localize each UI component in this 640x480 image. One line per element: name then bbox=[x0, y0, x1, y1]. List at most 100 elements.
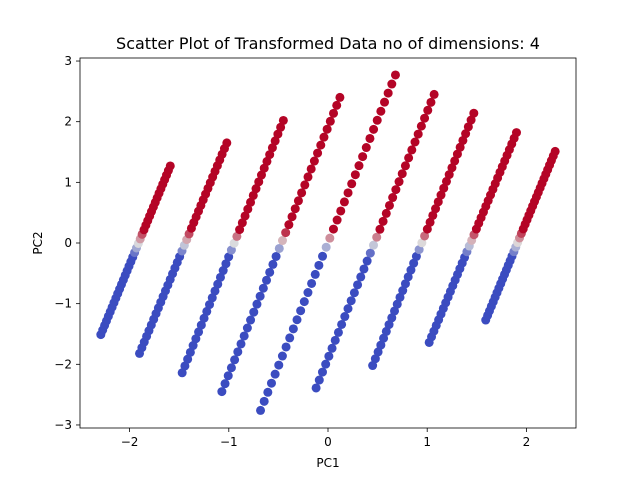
data-point bbox=[229, 238, 239, 248]
data-point bbox=[180, 361, 190, 371]
data-point bbox=[353, 280, 363, 290]
data-point bbox=[330, 335, 340, 345]
data-point bbox=[365, 133, 375, 143]
data-point bbox=[226, 363, 236, 373]
data-point bbox=[329, 108, 339, 118]
y-tick-label: −2 bbox=[54, 357, 72, 371]
data-point bbox=[428, 210, 438, 220]
data-point bbox=[270, 369, 280, 379]
data-point bbox=[256, 170, 266, 180]
data-point bbox=[262, 275, 272, 285]
data-point bbox=[266, 378, 276, 388]
data-point bbox=[226, 245, 236, 255]
data-point bbox=[394, 177, 404, 187]
data-point bbox=[416, 121, 426, 131]
data-point bbox=[194, 327, 204, 337]
data-point bbox=[321, 359, 331, 369]
data-point bbox=[278, 115, 288, 125]
data-point bbox=[379, 333, 389, 343]
data-point bbox=[376, 106, 386, 116]
data-point bbox=[392, 299, 402, 309]
data-point bbox=[271, 251, 281, 261]
data-point bbox=[249, 307, 259, 317]
data-point bbox=[273, 129, 283, 139]
data-point bbox=[177, 368, 187, 378]
data-point bbox=[384, 320, 394, 330]
data-point bbox=[390, 306, 400, 316]
data-point bbox=[447, 163, 457, 173]
data-point bbox=[361, 143, 371, 153]
data-point bbox=[292, 315, 302, 325]
data-point bbox=[455, 142, 465, 152]
data-point bbox=[461, 129, 471, 139]
data-point bbox=[188, 341, 198, 351]
data-point bbox=[407, 145, 417, 155]
data-point bbox=[409, 258, 419, 268]
data-point bbox=[233, 347, 243, 357]
data-point bbox=[243, 204, 253, 214]
data-point bbox=[265, 150, 275, 160]
x-tick-label: 1 bbox=[423, 435, 431, 449]
data-point bbox=[319, 132, 329, 142]
data-point bbox=[373, 347, 383, 357]
data-point bbox=[307, 278, 317, 288]
data-point bbox=[362, 256, 372, 266]
data-point bbox=[297, 188, 307, 198]
data-point bbox=[387, 313, 397, 323]
data-point bbox=[381, 208, 391, 218]
data-point bbox=[425, 217, 435, 227]
data-point bbox=[268, 259, 278, 269]
data-point bbox=[207, 293, 217, 303]
data-point bbox=[349, 288, 359, 298]
x-tick-label: −1 bbox=[220, 435, 238, 449]
y-tick-label: 2 bbox=[64, 115, 72, 129]
data-point bbox=[256, 405, 266, 415]
data-point bbox=[218, 266, 228, 276]
data-point bbox=[340, 312, 350, 322]
data-point bbox=[325, 116, 335, 126]
data-point bbox=[395, 292, 405, 302]
y-axis-ticks: −3 −2 −1 0 1 2 3 bbox=[54, 54, 80, 432]
data-point bbox=[277, 351, 287, 361]
data-point bbox=[215, 272, 225, 282]
data-point bbox=[372, 115, 382, 125]
data-point bbox=[404, 153, 414, 163]
data-point bbox=[185, 347, 195, 357]
data-point bbox=[222, 138, 232, 148]
data-point bbox=[350, 170, 360, 180]
data-point bbox=[324, 351, 334, 361]
data-point bbox=[354, 161, 364, 171]
data-point bbox=[252, 299, 262, 309]
data-points bbox=[96, 70, 560, 415]
data-point bbox=[359, 264, 369, 274]
data-point bbox=[248, 190, 258, 200]
data-point bbox=[511, 128, 521, 138]
data-point bbox=[346, 296, 356, 306]
data-point bbox=[306, 164, 316, 174]
data-point bbox=[281, 342, 291, 352]
data-point bbox=[237, 218, 247, 228]
data-point bbox=[426, 97, 436, 107]
data-point bbox=[299, 297, 309, 307]
data-point bbox=[429, 89, 439, 99]
data-point bbox=[336, 206, 346, 216]
data-point bbox=[285, 333, 295, 343]
data-point bbox=[411, 251, 421, 261]
data-point bbox=[321, 242, 331, 252]
data-point bbox=[337, 319, 347, 329]
data-point bbox=[398, 286, 408, 296]
y-axis-label: PC2 bbox=[31, 231, 45, 254]
data-point bbox=[236, 339, 246, 349]
data-point bbox=[422, 224, 432, 234]
data-point bbox=[441, 176, 451, 186]
data-point bbox=[165, 161, 175, 171]
data-point bbox=[300, 180, 310, 190]
data-point bbox=[384, 200, 394, 210]
data-point bbox=[370, 354, 380, 364]
data-point bbox=[183, 354, 193, 364]
data-point bbox=[316, 140, 326, 150]
data-point bbox=[403, 272, 413, 282]
y-tick-label: 1 bbox=[64, 175, 72, 189]
data-point bbox=[311, 383, 321, 393]
